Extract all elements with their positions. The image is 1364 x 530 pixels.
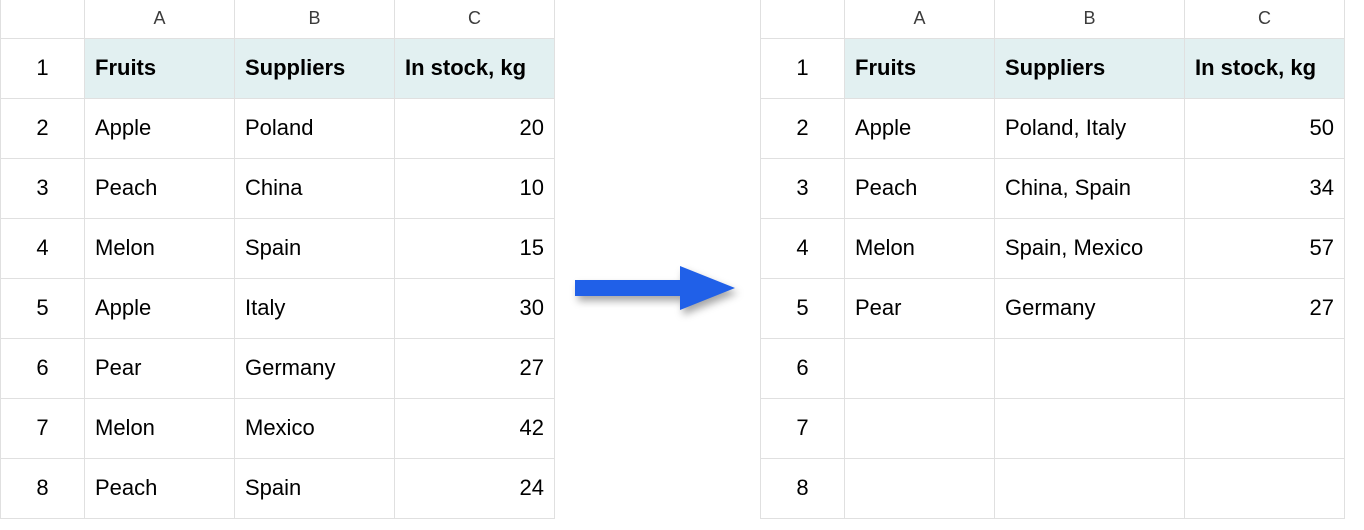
cell[interactable]: 27 bbox=[395, 338, 555, 398]
table-row: 6 Pear Germany 27 bbox=[1, 338, 555, 398]
row-header[interactable]: 1 bbox=[761, 38, 845, 98]
cell[interactable]: Italy bbox=[235, 278, 395, 338]
cell[interactable] bbox=[1185, 338, 1345, 398]
row-header[interactable]: 7 bbox=[1, 398, 85, 458]
cell[interactable]: 50 bbox=[1185, 98, 1345, 158]
col-header-c[interactable]: C bbox=[1185, 0, 1345, 38]
cell[interactable]: Fruits bbox=[85, 38, 235, 98]
cell[interactable]: 30 bbox=[395, 278, 555, 338]
spreadsheet-left: A B C 1 Fruits Suppliers In stock, kg 2 … bbox=[0, 0, 555, 519]
table-row: 7 Melon Mexico 42 bbox=[1, 398, 555, 458]
cell[interactable]: China, Spain bbox=[995, 158, 1185, 218]
cell[interactable]: 10 bbox=[395, 158, 555, 218]
row-header[interactable]: 3 bbox=[1, 158, 85, 218]
row-header[interactable]: 8 bbox=[1, 458, 85, 518]
column-header-row: A B C bbox=[1, 0, 555, 38]
cell[interactable] bbox=[1185, 398, 1345, 458]
cell[interactable] bbox=[845, 458, 995, 518]
row-header[interactable]: 6 bbox=[1, 338, 85, 398]
grid-right: A B C 1 Fruits Suppliers In stock, kg 2 … bbox=[760, 0, 1345, 519]
row-header[interactable]: 5 bbox=[761, 278, 845, 338]
row-header[interactable]: 3 bbox=[761, 158, 845, 218]
cell[interactable]: Melon bbox=[85, 218, 235, 278]
cell[interactable]: 34 bbox=[1185, 158, 1345, 218]
cell[interactable]: 57 bbox=[1185, 218, 1345, 278]
row-header[interactable]: 2 bbox=[761, 98, 845, 158]
cell[interactable]: In stock, kg bbox=[1185, 38, 1345, 98]
row-header[interactable]: 6 bbox=[761, 338, 845, 398]
table-row: 3 Peach China 10 bbox=[1, 158, 555, 218]
table-row: 1 Fruits Suppliers In stock, kg bbox=[761, 38, 1345, 98]
cell[interactable]: Poland, Italy bbox=[995, 98, 1185, 158]
cell[interactable]: Spain, Mexico bbox=[995, 218, 1185, 278]
row-header[interactable]: 5 bbox=[1, 278, 85, 338]
grid-left: A B C 1 Fruits Suppliers In stock, kg 2 … bbox=[0, 0, 555, 519]
column-header-row: A B C bbox=[761, 0, 1345, 38]
cell[interactable]: In stock, kg bbox=[395, 38, 555, 98]
cell[interactable]: Apple bbox=[845, 98, 995, 158]
row-header[interactable]: 1 bbox=[1, 38, 85, 98]
table-row: 5 Pear Germany 27 bbox=[761, 278, 1345, 338]
table-row: 8 Peach Spain 24 bbox=[1, 458, 555, 518]
table-row: 4 Melon Spain, Mexico 57 bbox=[761, 218, 1345, 278]
cell[interactable] bbox=[845, 338, 995, 398]
cell[interactable] bbox=[1185, 458, 1345, 518]
cell[interactable]: Mexico bbox=[235, 398, 395, 458]
table-row: 8 bbox=[761, 458, 1345, 518]
cell[interactable]: Peach bbox=[85, 458, 235, 518]
table-row: 1 Fruits Suppliers In stock, kg bbox=[1, 38, 555, 98]
cell[interactable]: Melon bbox=[85, 398, 235, 458]
row-header[interactable]: 4 bbox=[1, 218, 85, 278]
cell[interactable]: Spain bbox=[235, 218, 395, 278]
row-header[interactable]: 8 bbox=[761, 458, 845, 518]
cell[interactable]: Poland bbox=[235, 98, 395, 158]
cell[interactable]: Spain bbox=[235, 458, 395, 518]
cell[interactable]: Germany bbox=[995, 278, 1185, 338]
cell[interactable] bbox=[995, 398, 1185, 458]
corner-cell[interactable] bbox=[761, 0, 845, 38]
table-row: 7 bbox=[761, 398, 1345, 458]
cell[interactable]: Apple bbox=[85, 278, 235, 338]
table-row: 2 Apple Poland, Italy 50 bbox=[761, 98, 1345, 158]
cell[interactable]: Suppliers bbox=[995, 38, 1185, 98]
cell[interactable]: 24 bbox=[395, 458, 555, 518]
cell[interactable]: Apple bbox=[85, 98, 235, 158]
table-row: 4 Melon Spain 15 bbox=[1, 218, 555, 278]
col-header-b[interactable]: B bbox=[235, 0, 395, 38]
cell[interactable]: Germany bbox=[235, 338, 395, 398]
table-row: 3 Peach China, Spain 34 bbox=[761, 158, 1345, 218]
cell[interactable]: 42 bbox=[395, 398, 555, 458]
row-header[interactable]: 4 bbox=[761, 218, 845, 278]
cell[interactable]: Melon bbox=[845, 218, 995, 278]
col-header-b[interactable]: B bbox=[995, 0, 1185, 38]
spreadsheet-right: A B C 1 Fruits Suppliers In stock, kg 2 … bbox=[760, 0, 1345, 519]
col-header-c[interactable]: C bbox=[395, 0, 555, 38]
cell[interactable] bbox=[995, 458, 1185, 518]
table-row: 2 Apple Poland 20 bbox=[1, 98, 555, 158]
cell[interactable]: Peach bbox=[85, 158, 235, 218]
arrow-icon bbox=[570, 258, 740, 318]
cell[interactable]: Peach bbox=[845, 158, 995, 218]
row-header[interactable]: 7 bbox=[761, 398, 845, 458]
table-row: 5 Apple Italy 30 bbox=[1, 278, 555, 338]
cell[interactable]: Pear bbox=[845, 278, 995, 338]
cell[interactable] bbox=[845, 398, 995, 458]
col-header-a[interactable]: A bbox=[85, 0, 235, 38]
cell[interactable]: Suppliers bbox=[235, 38, 395, 98]
col-header-a[interactable]: A bbox=[845, 0, 995, 38]
cell[interactable]: 15 bbox=[395, 218, 555, 278]
table-row: 6 bbox=[761, 338, 1345, 398]
cell[interactable]: Fruits bbox=[845, 38, 995, 98]
cell[interactable]: Pear bbox=[85, 338, 235, 398]
row-header[interactable]: 2 bbox=[1, 98, 85, 158]
cell[interactable] bbox=[995, 338, 1185, 398]
cell[interactable]: 20 bbox=[395, 98, 555, 158]
cell[interactable]: 27 bbox=[1185, 278, 1345, 338]
corner-cell[interactable] bbox=[1, 0, 85, 38]
cell[interactable]: China bbox=[235, 158, 395, 218]
